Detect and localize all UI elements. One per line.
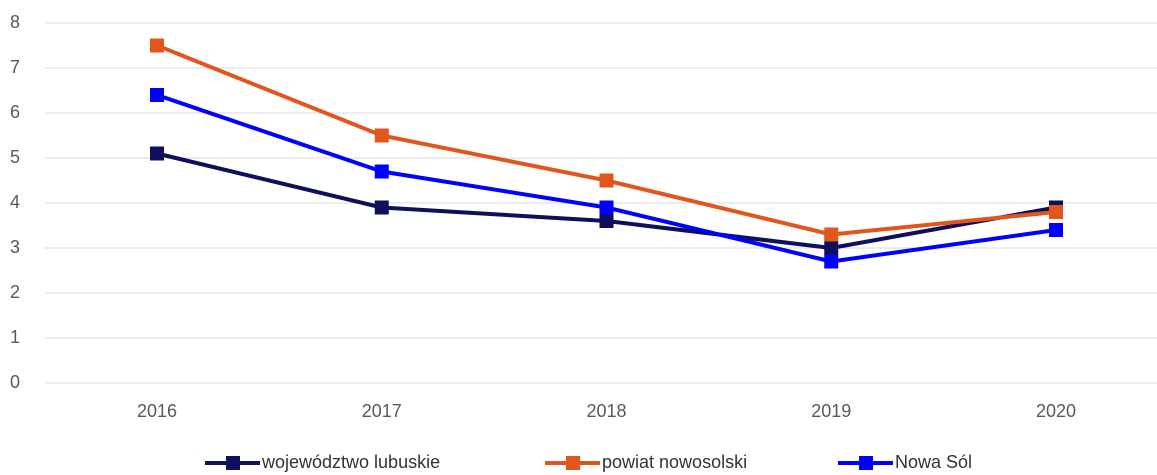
y-tick-label: 8 — [10, 12, 20, 32]
y-tick-label: 4 — [10, 192, 20, 212]
y-tick-label: 7 — [10, 57, 20, 77]
x-tick-label: 2016 — [137, 401, 177, 421]
data-point — [374, 200, 389, 215]
data-point — [1049, 223, 1063, 237]
data-point — [150, 88, 164, 102]
y-tick-label: 1 — [10, 327, 20, 347]
x-tick-label: 2020 — [1036, 401, 1076, 421]
data-point — [599, 214, 614, 228]
data-point — [374, 128, 389, 143]
y-tick-label: 6 — [10, 102, 20, 122]
legend-marker — [566, 456, 580, 470]
data-point — [599, 200, 614, 215]
x-tick-label: 2017 — [362, 401, 402, 421]
y-tick-label: 0 — [10, 372, 20, 392]
legend: województwo lubuskie powiat nowosolski Now… — [205, 452, 972, 472]
y-tick-label: 5 — [10, 147, 20, 167]
data-point — [1049, 205, 1063, 219]
data-point — [150, 38, 164, 53]
data-point — [599, 173, 614, 188]
legend-label: województwo lubuskie — [261, 452, 440, 472]
data-point — [374, 164, 389, 179]
legend-label: Nowa Sól — [895, 452, 972, 472]
legend-marker — [859, 456, 873, 470]
y-tick-label: 2 — [10, 282, 20, 302]
data-point — [824, 241, 839, 255]
data-point — [824, 227, 839, 242]
legend-label: powiat nowosolski — [602, 452, 747, 472]
y-tick-label: 3 — [10, 237, 20, 257]
data-point — [824, 254, 839, 269]
x-tick-label: 2018 — [586, 401, 626, 421]
x-tick-label: 2019 — [811, 401, 851, 421]
legend-marker — [226, 456, 240, 470]
data-point — [150, 146, 164, 161]
